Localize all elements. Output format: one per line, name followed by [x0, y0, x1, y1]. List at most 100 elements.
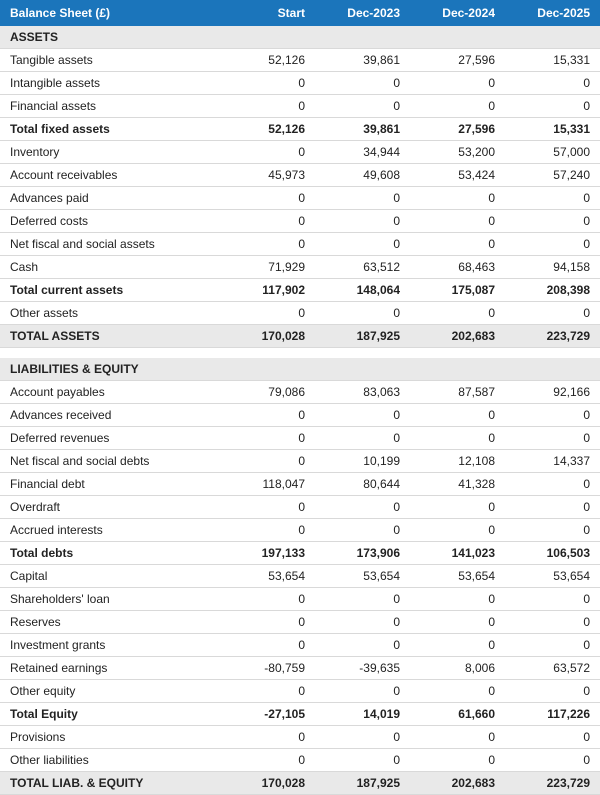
row-label: Financial debt: [0, 472, 220, 495]
cell-value: 0: [505, 72, 600, 95]
cell-value: 0: [315, 610, 410, 633]
table-row: Financial assets0000: [0, 95, 600, 118]
table-row: Reserves0000: [0, 610, 600, 633]
table-row: Total fixed assets52,12639,86127,59615,3…: [0, 118, 600, 141]
cell-value: 0: [220, 610, 315, 633]
section-label: ASSETS: [0, 26, 600, 49]
cell-value: 0: [505, 302, 600, 325]
row-label: Deferred revenues: [0, 426, 220, 449]
cell-value: 80,644: [315, 472, 410, 495]
table-header-row: Balance Sheet (£) Start Dec-2023 Dec-202…: [0, 0, 600, 26]
cell-value: 0: [505, 633, 600, 656]
cell-value: 0: [410, 748, 505, 771]
row-label: Account payables: [0, 380, 220, 403]
table-row: Account receivables45,97349,60853,42457,…: [0, 164, 600, 187]
row-label: Other equity: [0, 679, 220, 702]
cell-value: -80,759: [220, 656, 315, 679]
row-label: Other assets: [0, 302, 220, 325]
cell-value: 0: [315, 633, 410, 656]
col-header-start: Start: [220, 0, 315, 26]
cell-value: 0: [220, 633, 315, 656]
cell-value: 12,108: [410, 449, 505, 472]
cell-value: 0: [315, 495, 410, 518]
cell-value: 0: [220, 725, 315, 748]
cell-value: 0: [505, 403, 600, 426]
cell-value: 53,200: [410, 141, 505, 164]
cell-value: 0: [505, 210, 600, 233]
cell-value: 0: [315, 679, 410, 702]
table-row: Cash71,92963,51268,46394,158: [0, 256, 600, 279]
table-row: Inventory034,94453,20057,000: [0, 141, 600, 164]
table-row: Total debts197,133173,906141,023106,503: [0, 541, 600, 564]
table-row: TOTAL LIAB. & EQUITY170,028187,925202,68…: [0, 771, 600, 794]
table-row: Deferred costs0000: [0, 210, 600, 233]
table-body: ASSETSTangible assets52,12639,86127,5961…: [0, 26, 600, 794]
cell-value: 197,133: [220, 541, 315, 564]
cell-value: 106,503: [505, 541, 600, 564]
row-label: Account receivables: [0, 164, 220, 187]
cell-value: 0: [315, 95, 410, 118]
cell-value: 0: [410, 725, 505, 748]
cell-value: 0: [220, 748, 315, 771]
cell-value: 49,608: [315, 164, 410, 187]
col-header-dec2025: Dec-2025: [505, 0, 600, 26]
cell-value: 141,023: [410, 541, 505, 564]
cell-value: 0: [220, 210, 315, 233]
cell-value: 0: [220, 187, 315, 210]
cell-value: 39,861: [315, 118, 410, 141]
row-label: Advances received: [0, 403, 220, 426]
row-label: Total current assets: [0, 279, 220, 302]
cell-value: 117,226: [505, 702, 600, 725]
cell-value: 0: [410, 518, 505, 541]
table-row: Financial debt118,04780,64441,3280: [0, 472, 600, 495]
cell-value: 0: [505, 610, 600, 633]
table-row: Deferred revenues0000: [0, 426, 600, 449]
section-label: LIABILITIES & EQUITY: [0, 358, 600, 381]
table-row: Intangible assets0000: [0, 72, 600, 95]
row-label: Overdraft: [0, 495, 220, 518]
cell-value: 0: [220, 449, 315, 472]
table-row: Advances received0000: [0, 403, 600, 426]
cell-value: 94,158: [505, 256, 600, 279]
cell-value: 0: [220, 302, 315, 325]
cell-value: 0: [505, 495, 600, 518]
cell-value: 87,587: [410, 380, 505, 403]
row-label: Other liabilities: [0, 748, 220, 771]
cell-value: 0: [410, 403, 505, 426]
row-label: Capital: [0, 564, 220, 587]
cell-value: 0: [410, 210, 505, 233]
cell-value: 0: [220, 141, 315, 164]
cell-value: 0: [315, 210, 410, 233]
cell-value: 45,973: [220, 164, 315, 187]
cell-value: 187,925: [315, 325, 410, 348]
cell-value: 68,463: [410, 256, 505, 279]
row-label: Total fixed assets: [0, 118, 220, 141]
row-label: Net fiscal and social debts: [0, 449, 220, 472]
cell-value: 53,654: [410, 564, 505, 587]
cell-value: 8,006: [410, 656, 505, 679]
cell-value: 0: [505, 748, 600, 771]
row-label: Investment grants: [0, 633, 220, 656]
col-header-dec2024: Dec-2024: [410, 0, 505, 26]
cell-value: 0: [220, 403, 315, 426]
row-label: Provisions: [0, 725, 220, 748]
cell-value: 0: [315, 302, 410, 325]
cell-value: 63,512: [315, 256, 410, 279]
table-row: Advances paid0000: [0, 187, 600, 210]
table-row: Net fiscal and social debts010,19912,108…: [0, 449, 600, 472]
table-row: Capital53,65453,65453,65453,654: [0, 564, 600, 587]
table-row: Total Equity-27,10514,01961,660117,226: [0, 702, 600, 725]
row-label: Accrued interests: [0, 518, 220, 541]
row-label: Cash: [0, 256, 220, 279]
table-row: Other equity0000: [0, 679, 600, 702]
cell-value: 0: [220, 587, 315, 610]
row-label: Shareholders' loan: [0, 587, 220, 610]
cell-value: 0: [315, 403, 410, 426]
cell-value: 0: [505, 233, 600, 256]
cell-value: 0: [315, 426, 410, 449]
row-label: Net fiscal and social assets: [0, 233, 220, 256]
cell-value: 0: [220, 426, 315, 449]
cell-value: 0: [315, 72, 410, 95]
cell-value: 15,331: [505, 49, 600, 72]
balance-sheet-table: Balance Sheet (£) Start Dec-2023 Dec-202…: [0, 0, 600, 795]
